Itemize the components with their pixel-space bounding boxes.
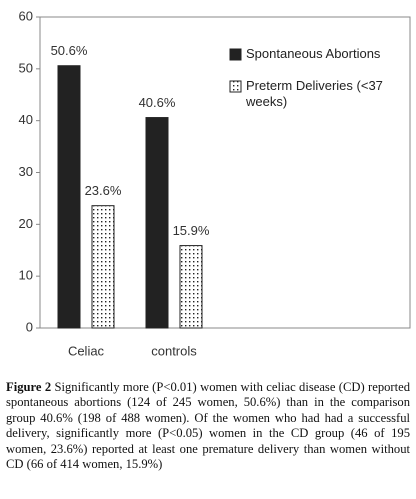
legend-label: Preterm Deliveries (<37 weeks) xyxy=(246,78,383,109)
caption: Figure 2 Significantly more (P<0.01) wom… xyxy=(6,380,410,472)
bar xyxy=(57,65,81,329)
value-label: 23.6% xyxy=(85,183,122,198)
y-tick-label: 0 xyxy=(26,319,33,334)
x-tick-label: controls xyxy=(151,343,197,358)
y-tick-label: 40 xyxy=(19,112,33,127)
y-tick-label: 60 xyxy=(19,8,33,23)
y-tick-label: 30 xyxy=(19,164,33,179)
value-label: 15.9% xyxy=(173,223,210,238)
bar xyxy=(145,117,169,329)
caption-label: Figure 2 xyxy=(6,380,52,394)
y-tick-label: 20 xyxy=(19,216,33,231)
caption-text: Significantly more (P<0.01) women with c… xyxy=(6,380,410,472)
value-label: 50.6% xyxy=(51,43,88,58)
value-label: 40.6% xyxy=(139,95,176,110)
bar xyxy=(91,205,115,329)
legend-swatch xyxy=(229,80,242,93)
x-tick-label: Celiac xyxy=(68,343,105,358)
y-tick-label: 10 xyxy=(19,268,33,283)
chart: 0 10 20 30 40 50 60 Celiac 50.6% 23.6% controls 40.… xyxy=(19,8,411,358)
legend-swatch xyxy=(229,48,242,61)
y-tick-label: 50 xyxy=(19,60,33,75)
legend-label: Spontaneous Abortions xyxy=(246,46,381,61)
bar xyxy=(179,245,203,329)
